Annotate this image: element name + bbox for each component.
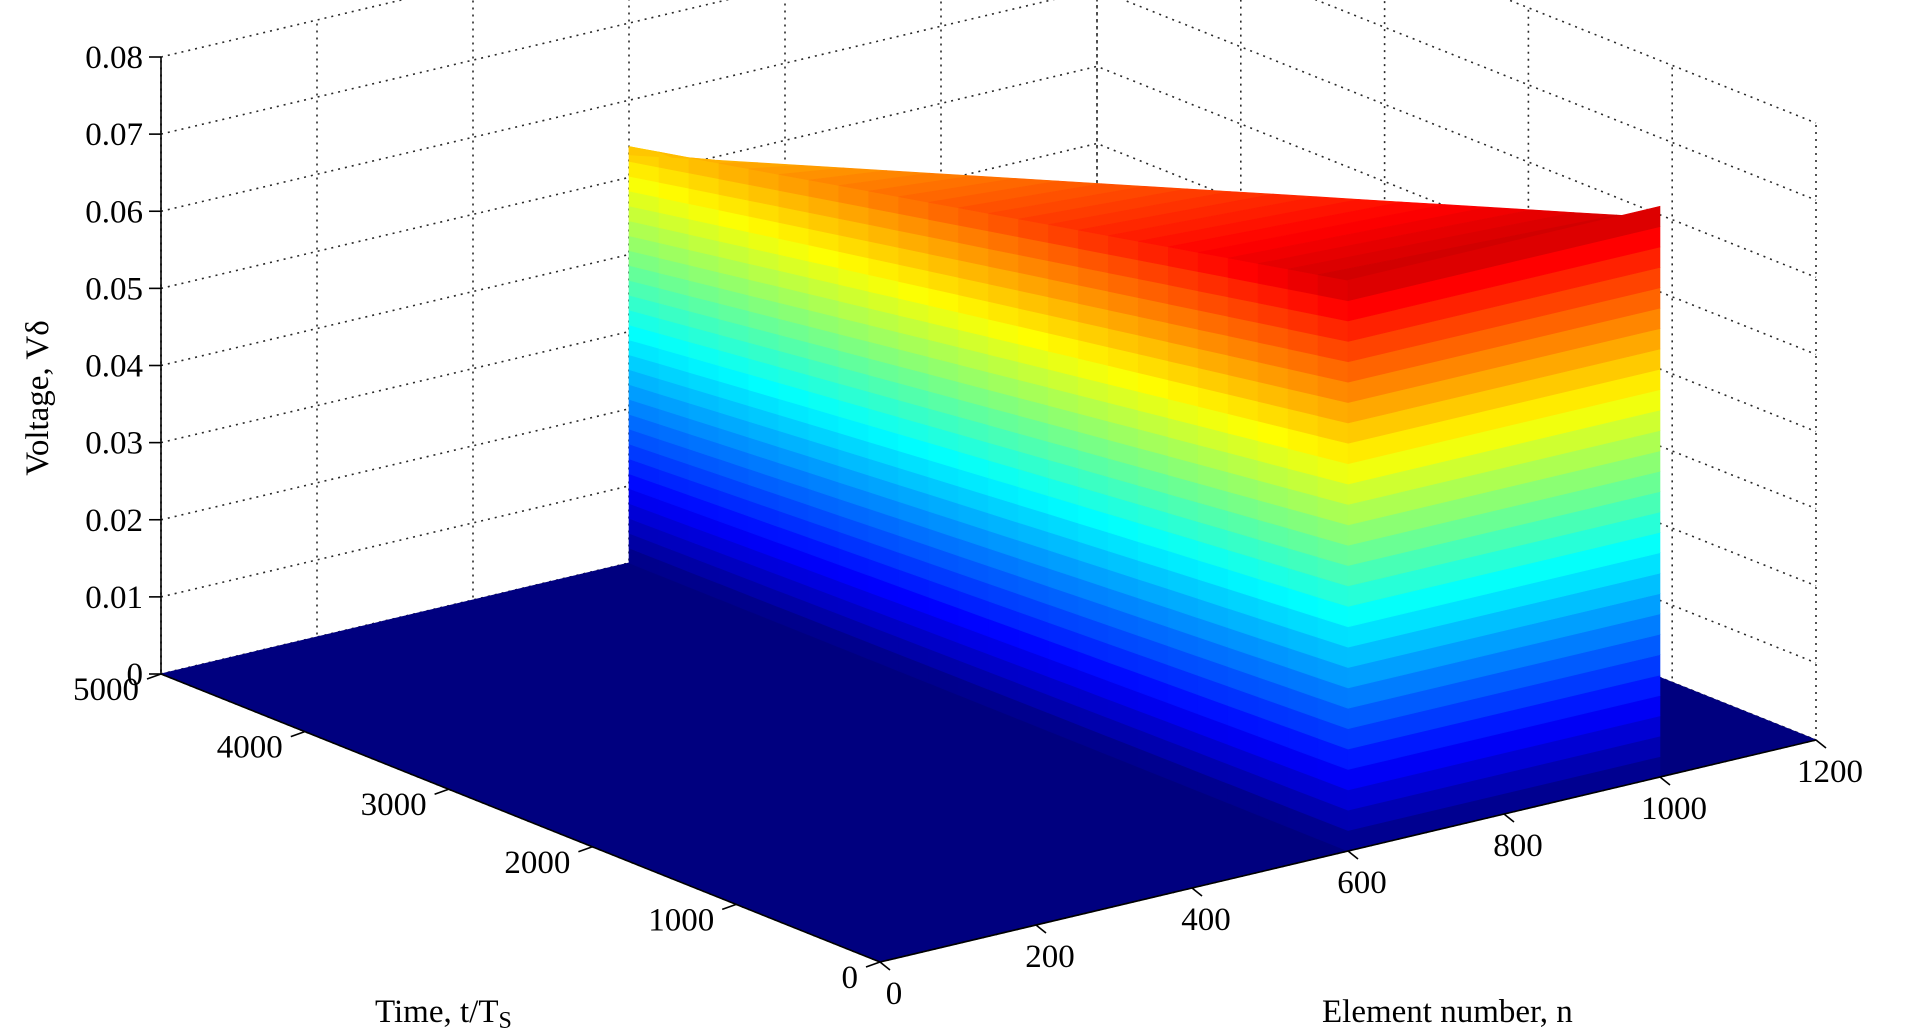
x-tick xyxy=(1347,850,1359,860)
y-tick xyxy=(146,673,162,680)
x-tick xyxy=(1191,887,1203,897)
y-tick xyxy=(290,730,306,738)
x-axis-label: Element number, n xyxy=(1322,994,1573,1030)
grid-line-y xyxy=(160,0,1098,675)
y-axis-label: Time, t/TS xyxy=(375,994,512,1034)
y-tick xyxy=(865,961,881,968)
y-tick-label: 3000 xyxy=(361,787,427,823)
grid-line-y xyxy=(736,65,1673,906)
z-tick-label: 0.04 xyxy=(85,349,143,385)
x-tick xyxy=(1659,776,1671,786)
y-tick xyxy=(434,788,449,795)
x-tick-label: 1000 xyxy=(1641,791,1707,827)
grid-line-z xyxy=(160,0,1817,279)
y-tick-label: 1000 xyxy=(648,902,714,938)
x-tick xyxy=(1035,924,1047,934)
x-tick-label: 200 xyxy=(1025,939,1075,975)
z-tick-label: 0.02 xyxy=(85,503,143,539)
x-tick-label: 1200 xyxy=(1797,754,1863,790)
surface-plot xyxy=(159,146,1818,963)
z-axis-label: Voltage, Vδ xyxy=(20,320,56,476)
x-tick-label: 800 xyxy=(1493,828,1543,864)
z-tick-label: 0.07 xyxy=(85,117,143,153)
x-tick-label: 400 xyxy=(1181,902,1231,938)
grid-line-z xyxy=(160,0,1817,201)
z-tick-label: 0 xyxy=(127,657,144,693)
y-tick-label: 5000 xyxy=(73,672,139,708)
y-axis-line xyxy=(160,673,881,963)
grid-line-y xyxy=(448,0,1386,790)
grid-line-y xyxy=(879,123,1817,963)
x-tick xyxy=(1815,739,1827,749)
x-tick xyxy=(1503,813,1515,823)
y-tick-label: 4000 xyxy=(217,730,283,766)
z-tick-label: 0.05 xyxy=(85,271,143,307)
grid-line-z xyxy=(160,0,1817,124)
grid-line-y xyxy=(304,0,1242,733)
axis-labels: Voltage, Vδ Time, t/TS Element number, n xyxy=(20,320,1573,1034)
y-tick xyxy=(578,846,593,853)
x-tick xyxy=(879,961,891,971)
z-tick-label: 0.06 xyxy=(85,194,143,230)
x-tick-label: 600 xyxy=(1337,865,1387,901)
z-tick-label: 0.01 xyxy=(85,580,143,616)
z-tick-label: 0.08 xyxy=(85,40,143,76)
y-tick-label: 0 xyxy=(842,960,859,996)
y-tick-label: 2000 xyxy=(504,845,570,881)
x-tick-label: 0 xyxy=(886,976,903,1012)
z-tick-label: 0.03 xyxy=(85,426,143,462)
y-tick xyxy=(721,903,737,911)
surface-edge xyxy=(1347,205,1661,302)
tick-labels: 0 0.01 0.02 0.03 0.04 0.05 0.06 0.07 0.08 0 1000 20… xyxy=(73,40,1863,1012)
